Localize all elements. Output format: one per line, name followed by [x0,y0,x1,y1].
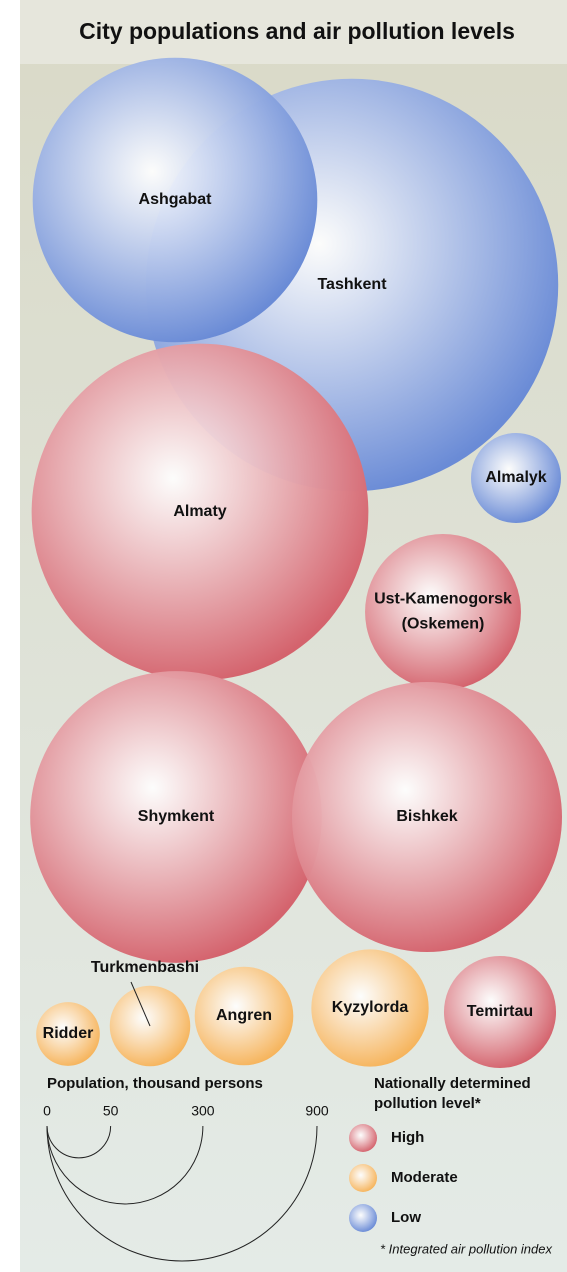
bubble [292,682,562,952]
size-legend-arc [46,1125,112,1159]
bubble-label: Ridder [43,1025,94,1042]
bubble [311,949,429,1067]
bubble-label: Angren [216,1007,272,1024]
bubble-label: Bishkek [396,808,457,825]
bubble-label: Ashgabat [139,191,213,208]
bubble [443,955,557,1069]
bubble [30,671,322,963]
bubble-label: Almaty [173,503,226,520]
legend-swatch [349,1204,377,1232]
size-legend-arc [46,1125,204,1205]
bubble-label: (Oskemen) [402,616,485,633]
title-band [20,0,567,64]
bubble-label: Almalyk [485,469,546,486]
bubble-label: Kyzylorda [332,999,409,1016]
bubble-label: Turkmenbashi [91,959,199,976]
chart-title: City populations and air pollution level… [79,18,515,44]
size-legend-label: 300 [191,1103,215,1119]
legend-title: pollution level* [374,1095,481,1112]
bubble [471,433,561,523]
size-legend-label: 900 [305,1103,329,1119]
bubble [32,57,318,343]
legend-label: Moderate [391,1169,458,1186]
legend-swatch [349,1164,377,1192]
size-legend-label: 50 [103,1103,119,1119]
legend-label: Low [391,1209,421,1226]
legend-swatch [349,1124,377,1152]
size-legend-title: Population, thousand persons [47,1075,263,1092]
bubble-label: Temirtau [467,1003,533,1020]
bubble [36,1002,100,1066]
size-legend-arc [46,1125,318,1262]
size-legend-label: 0 [43,1103,51,1119]
bubble [365,534,521,690]
leader-line [130,981,151,1027]
bubble [31,343,369,681]
footnote: * Integrated air pollution index [380,1241,553,1256]
bubble-label: Ust-Kamenogorsk [374,591,512,608]
bubble-label: Shymkent [138,808,215,825]
legend-label: High [391,1129,424,1146]
bubble [194,966,294,1066]
legend-title: Nationally determined [374,1075,531,1092]
bubble-label: Tashkent [317,276,387,293]
